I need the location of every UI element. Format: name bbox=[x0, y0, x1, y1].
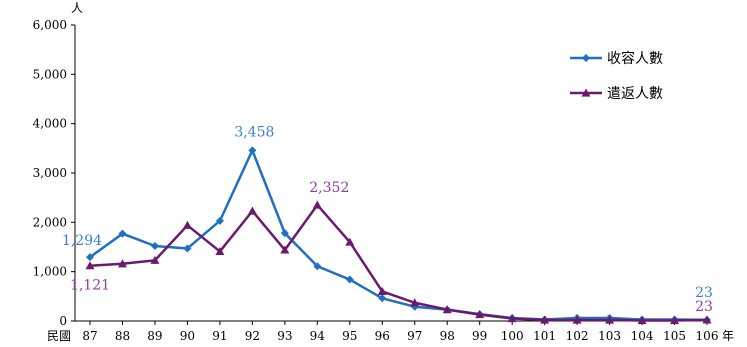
data-point bbox=[247, 206, 257, 215]
x-tick-label: 103 bbox=[598, 329, 621, 343]
x-tick-label: 91 bbox=[212, 329, 227, 343]
x-tick-label: 106 bbox=[696, 329, 719, 343]
data-point bbox=[345, 275, 354, 284]
x-ticks: 87 88 89 90 91 92 93 94 95 96 97 98 99 100 101 102 103 10… bbox=[47, 321, 734, 343]
data-point bbox=[572, 315, 582, 324]
x-tick-label: 100 bbox=[501, 329, 524, 343]
x-tick-label: 96 bbox=[375, 329, 390, 343]
data-point bbox=[215, 216, 224, 225]
data-point bbox=[85, 261, 95, 270]
x-tick-label: 90 bbox=[180, 329, 195, 343]
y-axis-unit: 人 bbox=[71, 1, 83, 15]
data-point bbox=[410, 298, 420, 307]
x-tick-label: 88 bbox=[115, 329, 130, 343]
data-point bbox=[345, 237, 355, 246]
data-label: 23 bbox=[695, 285, 713, 301]
x-tick-label: 99 bbox=[472, 329, 487, 343]
y-tick-label: 0 bbox=[59, 314, 67, 328]
data-point bbox=[442, 305, 452, 314]
data-point bbox=[312, 200, 322, 209]
x-tick-label: 95 bbox=[342, 329, 357, 343]
data-label: 3,458 bbox=[234, 124, 274, 140]
legend-marker bbox=[581, 88, 591, 97]
y-ticks: 0 1,000 2,000 3,000 4,000 5,000 6,000 人 bbox=[33, 1, 83, 328]
data-point bbox=[378, 294, 387, 303]
data-point bbox=[702, 315, 712, 324]
data-point bbox=[86, 253, 94, 262]
y-tick-label: 2,000 bbox=[33, 215, 67, 229]
data-point bbox=[605, 315, 615, 324]
series-layer bbox=[85, 146, 712, 325]
data-label: 1,294 bbox=[62, 233, 102, 249]
data-point bbox=[377, 286, 387, 295]
x-tick-label: 97 bbox=[407, 329, 422, 343]
y-tick-label: 1,000 bbox=[33, 265, 67, 279]
legend-label: 收容人數 bbox=[607, 50, 663, 67]
series-line bbox=[89, 203, 708, 322]
data-point bbox=[540, 315, 550, 324]
axes bbox=[74, 25, 708, 322]
data-label: 1,121 bbox=[70, 278, 110, 294]
x-tick-label: 105 bbox=[663, 329, 686, 343]
data-point bbox=[280, 245, 290, 254]
series-line bbox=[89, 149, 708, 322]
x-tick-label: 87 bbox=[82, 329, 97, 343]
legend-item-2: 遣返人數 bbox=[570, 86, 663, 102]
data-point bbox=[248, 146, 257, 155]
y-tick-label: 3,000 bbox=[33, 166, 67, 180]
legend-marker bbox=[582, 54, 590, 62]
data-label: 23 bbox=[695, 299, 713, 315]
series-2 bbox=[85, 200, 712, 325]
data-point bbox=[117, 259, 127, 268]
x-tick-label: 92 bbox=[245, 329, 260, 343]
data-point bbox=[150, 255, 160, 264]
x-axis-label: 年 bbox=[722, 329, 734, 343]
x-tick-label: 102 bbox=[566, 329, 589, 343]
x-tick-label: 93 bbox=[277, 329, 292, 343]
data-label: 2,352 bbox=[309, 180, 349, 196]
y-tick-label: 6,000 bbox=[33, 18, 67, 32]
x-tick-label: 94 bbox=[310, 329, 326, 343]
data-point bbox=[475, 310, 485, 319]
x-tick-label: 101 bbox=[533, 329, 556, 343]
data-point bbox=[280, 229, 289, 238]
data-point bbox=[118, 229, 127, 238]
y-tick-label: 4,000 bbox=[33, 117, 67, 131]
data-point bbox=[182, 220, 192, 229]
data-point bbox=[150, 242, 159, 251]
x-tick-label: 104 bbox=[631, 329, 654, 343]
data-point bbox=[313, 262, 322, 271]
legend-item-1: 收容人數 bbox=[570, 50, 663, 67]
data-point bbox=[215, 246, 225, 256]
x-tick-label: 89 bbox=[147, 329, 162, 343]
y-tick-label: 5,000 bbox=[33, 67, 67, 81]
data-point bbox=[507, 314, 517, 323]
legend-label: 遣返人數 bbox=[607, 86, 663, 102]
data-point bbox=[637, 316, 647, 325]
x-axis-prefix: 民國 bbox=[47, 329, 71, 343]
data-point bbox=[183, 244, 192, 253]
data-point bbox=[670, 316, 680, 325]
x-tick-label: 98 bbox=[440, 329, 455, 343]
